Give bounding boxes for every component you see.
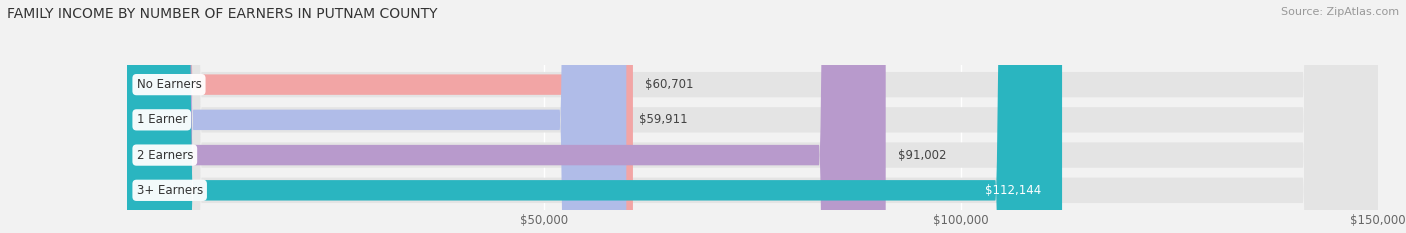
Text: 2 Earners: 2 Earners: [136, 149, 193, 162]
FancyBboxPatch shape: [127, 0, 1378, 233]
FancyBboxPatch shape: [127, 0, 886, 233]
Text: No Earners: No Earners: [136, 78, 201, 91]
FancyBboxPatch shape: [127, 0, 1378, 233]
Text: FAMILY INCOME BY NUMBER OF EARNERS IN PUTNAM COUNTY: FAMILY INCOME BY NUMBER OF EARNERS IN PU…: [7, 7, 437, 21]
FancyBboxPatch shape: [127, 0, 626, 233]
Text: $91,002: $91,002: [898, 149, 946, 162]
FancyBboxPatch shape: [127, 0, 633, 233]
FancyBboxPatch shape: [127, 0, 1062, 233]
Text: Source: ZipAtlas.com: Source: ZipAtlas.com: [1281, 7, 1399, 17]
Text: $112,144: $112,144: [986, 184, 1042, 197]
Text: $60,701: $60,701: [645, 78, 695, 91]
Text: 3+ Earners: 3+ Earners: [136, 184, 202, 197]
FancyBboxPatch shape: [127, 0, 1378, 233]
FancyBboxPatch shape: [127, 0, 1378, 233]
Text: $59,911: $59,911: [638, 113, 688, 126]
Text: 1 Earner: 1 Earner: [136, 113, 187, 126]
